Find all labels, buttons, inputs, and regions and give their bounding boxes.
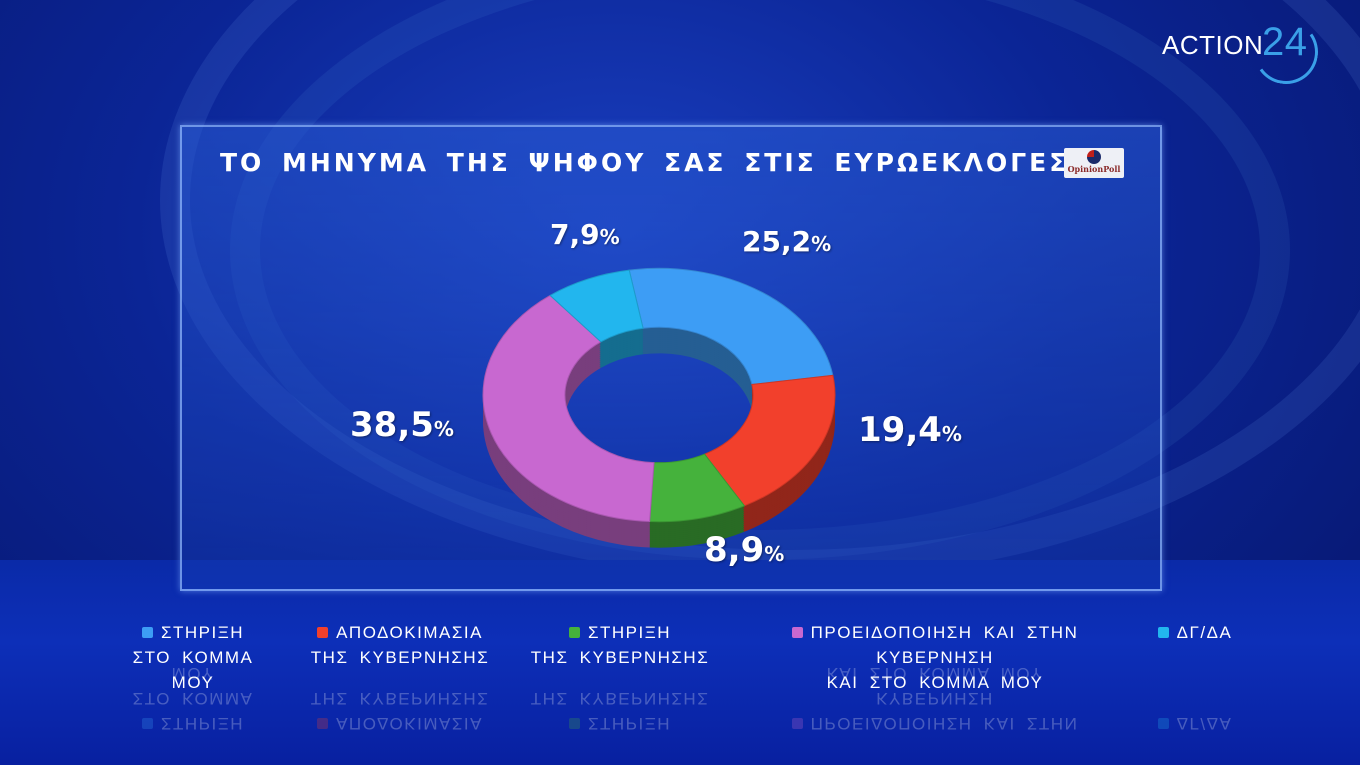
legend-item: ΠΡΟΕΙΔΟΠΟΙΗΣΗ ΚΑΙ ΣΤΗΝ ΚΥΒΕΡΝΗΣΗ ΚΑΙ ΣΤΟ …: [730, 620, 1140, 695]
channel-logo-text: ACTION: [1162, 30, 1264, 60]
legend-item: ΣΤΗΡΙΞΗ ΣΤΟ ΚΟΜΜΑ ΜΟΥ: [108, 620, 278, 695]
channel-logo-number: 24: [1262, 20, 1308, 64]
data-label-value: 25,2: [742, 225, 812, 258]
legend-swatch: [141, 718, 153, 729]
donut-slice: [628, 267, 834, 386]
legend-line: ΣΤΟ ΚΟΜΜΑ ΜΟΥ: [108, 661, 278, 711]
data-label-value: 8,9: [704, 530, 765, 570]
legend: ΣΤΗΡΙΞΗ ΣΤΟ ΚΟΜΜΑ ΜΟΥ ΑΠΟΔΟΚΙΜΑΣΙΑ ΤΗΣ ΚΥΒΕ…: [0, 620, 1360, 692]
legend-line: ΣΤΗΡΙΞΗ: [108, 711, 278, 736]
legend-item: ΠΡΟΕΙΔΟΠΟΙΗΣΗ ΚΑΙ ΣΤΗΝ ΚΥΒΕΡΝΗΣΗ ΚΑΙ ΣΤΟ …: [730, 661, 1140, 736]
pollster-logo-text: OpinionPoll: [1067, 164, 1121, 174]
legend-label: ΣΤΗΡΙΞΗ: [160, 623, 245, 642]
legend-item: ΑΠΟΔΟΚΙΜΑΣΙΑ ΤΗΣ ΚΥΒΕΡΝΗΣΗΣ: [300, 620, 500, 670]
legend-line: ΑΠΟΔΟΚΙΜΑΣΙΑ: [300, 620, 500, 645]
legend-line: ΣΤΗΡΙΞΗ: [525, 711, 715, 736]
legend-item: ΣΤΗΡΙΞΗ ΣΤΟ ΚΟΜΜΑ ΜΟΥ: [108, 661, 278, 736]
legend-label: ΤΗΣ ΚΥΒΕΡΝΗΣΗΣ: [310, 689, 490, 708]
legend-line: ΔΓ/ΔΑ: [1155, 620, 1235, 645]
legend-line: ΣΤΟ ΚΟΜΜΑ ΜΟΥ: [108, 645, 278, 695]
legend-label: ΑΠΟΔΟΚΙΜΑΣΙΑ: [336, 714, 483, 733]
legend-label: ΔΓ/ΔΑ: [1176, 623, 1233, 642]
legend-swatch: [317, 718, 329, 729]
legend-item: ΔΓ/ΔΑ: [1155, 620, 1235, 645]
legend-line: ΠΡΟΕΙΔΟΠΟΙΗΣΗ ΚΑΙ ΣΤΗΝ ΚΥΒΕΡΝΗΣΗ: [730, 620, 1140, 670]
legend-swatch: [568, 718, 580, 729]
data-label: 8,9%: [704, 530, 784, 570]
legend-label: ΠΡΟΕΙΔΟΠΟΙΗΣΗ ΚΑΙ ΣΤΗΝ ΚΥΒΕΡΝΗΣΗ: [810, 623, 1079, 667]
legend-swatch: [568, 627, 580, 638]
data-label: 19,4%: [858, 410, 962, 450]
legend-swatch: [141, 627, 153, 638]
data-label: 38,5%: [350, 405, 454, 445]
legend-reflection: ΣΤΗΡΙΞΗ ΣΤΟ ΚΟΜΜΑ ΜΟΥ ΑΠΟΔΟΚΙΜΑΣΙΑ ΤΗΣ ΚΥΒΕ…: [0, 664, 1360, 736]
legend-line: ΚΑΙ ΣΤΟ ΚΟΜΜΑ ΜΟΥ: [730, 661, 1140, 686]
legend-line: ΤΗΣ ΚΥΒΕΡΝΗΣΗΣ: [525, 645, 715, 670]
data-label: 25,2%: [742, 225, 831, 258]
data-label-value: 19,4: [858, 410, 942, 450]
data-label-unit: %: [941, 422, 962, 446]
legend-swatch: [791, 718, 803, 729]
legend-line: ΤΗΣ ΚΥΒΕΡΝΗΣΗΣ: [525, 686, 715, 711]
legend-label: ΠΡΟΕΙΔΟΠΟΙΗΣΗ ΚΑΙ ΣΤΗΝ ΚΥΒΕΡΝΗΣΗ: [810, 689, 1079, 733]
legend-label: ΚΑΙ ΣΤΟ ΚΟΜΜΑ ΜΟΥ: [826, 673, 1044, 692]
data-label: 7,9%: [550, 218, 620, 251]
data-label-unit: %: [811, 232, 832, 256]
data-label-value: 7,9: [550, 218, 600, 251]
legend-label: ΣΤΟ ΚΟΜΜΑ ΜΟΥ: [132, 648, 254, 692]
legend-line: ΣΤΗΡΙΞΗ: [525, 620, 715, 645]
legend-swatch: [317, 627, 329, 638]
legend-line: ΣΤΗΡΙΞΗ: [108, 620, 278, 645]
legend-label: ΑΠΟΔΟΚΙΜΑΣΙΑ: [336, 623, 483, 642]
legend-swatch: [1157, 627, 1169, 638]
legend-label: ΤΗΣ ΚΥΒΕΡΝΗΣΗΣ: [310, 648, 490, 667]
legend-label: ΣΤΗΡΙΞΗ: [587, 623, 672, 642]
data-label-unit: %: [764, 542, 785, 566]
legend-label: ΤΗΣ ΚΥΒΕΡΝΗΣΗΣ: [530, 689, 710, 708]
legend-label: ΚΑΙ ΣΤΟ ΚΟΜΜΑ ΜΟΥ: [826, 664, 1044, 683]
channel-logo: ACTION 24: [1162, 14, 1324, 90]
studio-floor: [0, 560, 1360, 765]
legend-swatch: [1157, 718, 1169, 729]
donut-slice: [703, 374, 836, 507]
legend-item: ΣΤΗΡΙΞΗ ΤΗΣ ΚΥΒΕΡΝΗΣΗΣ: [525, 620, 715, 670]
legend-line: ΤΗΣ ΚΥΒΕΡΝΗΣΗΣ: [300, 686, 500, 711]
legend-item: ΣΤΗΡΙΞΗ ΤΗΣ ΚΥΒΕΡΝΗΣΗΣ: [525, 686, 715, 736]
legend-line: ΚΑΙ ΣΤΟ ΚΟΜΜΑ ΜΟΥ: [730, 670, 1140, 695]
legend-item: ΑΠΟΔΟΚΙΜΑΣΙΑ ΤΗΣ ΚΥΒΕΡΝΗΣΗΣ: [300, 686, 500, 736]
pollster-logo: OpinionPoll: [1064, 148, 1124, 178]
legend-label: ΤΗΣ ΚΥΒΕΡΝΗΣΗΣ: [530, 648, 710, 667]
chart-title: ΤΟ ΜΗΝΥΜΑ ΤΗΣ ΨΗΦΟΥ ΣΑΣ ΣΤΙΣ ΕΥΡΩΕΚΛΟΓΕΣ: [220, 148, 1070, 177]
legend-label: ΣΤΗΡΙΞΗ: [160, 714, 245, 733]
data-label-unit: %: [599, 225, 620, 249]
legend-line: ΑΠΟΔΟΚΙΜΑΣΙΑ: [300, 711, 500, 736]
donut-slice: [549, 269, 644, 343]
legend-swatch: [791, 627, 803, 638]
legend-line: ΤΗΣ ΚΥΒΕΡΝΗΣΗΣ: [300, 645, 500, 670]
data-label-unit: %: [433, 417, 454, 441]
legend-line: ΠΡΟΕΙΔΟΠΟΙΗΣΗ ΚΑΙ ΣΤΗΝ ΚΥΒΕΡΝΗΣΗ: [730, 686, 1140, 736]
legend-line: ΔΓ/ΔΑ: [1155, 711, 1235, 736]
legend-item: ΔΓ/ΔΑ: [1155, 711, 1235, 736]
legend-label: ΣΤΗΡΙΞΗ: [587, 714, 672, 733]
donut-slice: [482, 294, 655, 523]
legend-label: ΔΓ/ΔΑ: [1176, 714, 1233, 733]
data-label-value: 38,5: [350, 405, 434, 445]
pollster-logo-icon: [1087, 150, 1101, 164]
legend-label: ΣΤΟ ΚΟΜΜΑ ΜΟΥ: [132, 664, 254, 708]
